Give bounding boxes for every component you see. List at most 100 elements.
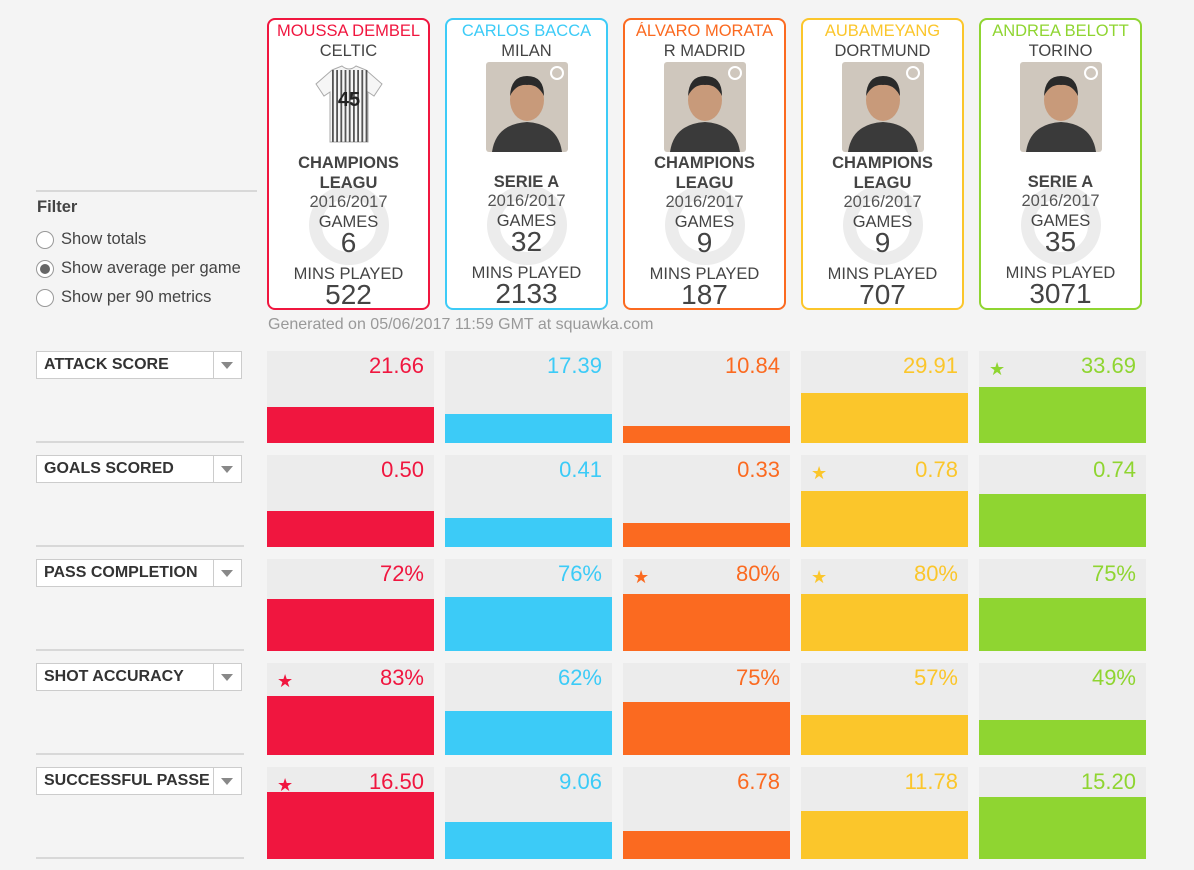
mins-played-value: 2133 bbox=[495, 278, 558, 309]
metric-cell: 75% bbox=[623, 663, 790, 755]
metric-value: 49% bbox=[1091, 665, 1136, 690]
season-label: 2016/2017 bbox=[1021, 192, 1100, 210]
metric-cell: 6.78 bbox=[623, 767, 790, 859]
metric-bar bbox=[979, 720, 1146, 755]
competition-label: SERIE A bbox=[493, 173, 560, 191]
metric-value: 80% bbox=[735, 561, 780, 586]
metric-bar bbox=[801, 811, 968, 859]
metric-cell: 9.06 bbox=[445, 767, 612, 859]
chevron-down-icon[interactable] bbox=[213, 560, 241, 586]
metric-dropdown[interactable]: GOALS SCORED bbox=[36, 455, 242, 483]
metric-dropdown[interactable]: ATTACK SCORE bbox=[36, 351, 242, 379]
chevron-down-icon[interactable] bbox=[213, 768, 241, 794]
player-name: MOUSSA DEMBEL bbox=[276, 22, 421, 40]
chevron-down-icon[interactable] bbox=[213, 456, 241, 482]
metric-cell: 72% bbox=[267, 559, 434, 651]
filter-option[interactable]: Show per 90 metrics bbox=[36, 288, 211, 307]
metric-value: 62% bbox=[557, 665, 602, 690]
metric-value: 0.78 bbox=[915, 457, 958, 482]
chevron-down-icon[interactable] bbox=[213, 664, 241, 690]
games-value: 6 bbox=[340, 227, 357, 258]
games-label: GAMES bbox=[674, 213, 735, 231]
generated-note: Generated on 05/06/2017 11:59 GMT at squ… bbox=[268, 316, 654, 333]
filter-option[interactable]: Show totals bbox=[36, 230, 146, 249]
metric-bar bbox=[979, 598, 1146, 651]
filter-option[interactable]: Show average per game bbox=[36, 259, 241, 278]
metric-bar bbox=[267, 792, 434, 859]
metric-value: 29.91 bbox=[902, 353, 958, 378]
metric-cell: 15.20 bbox=[979, 767, 1146, 859]
filter-title: Filter bbox=[37, 198, 78, 216]
metric-dropdown-label: SUCCESSFUL PASSE bbox=[44, 772, 210, 789]
competition-label: LEAGU bbox=[319, 174, 378, 192]
player-card[interactable]: CARLOS BACCA MILAN SERIE A 2016/2017 GAMES 32… bbox=[445, 18, 608, 310]
mins-played-value: 707 bbox=[859, 279, 906, 310]
player-club: CELTIC bbox=[319, 42, 378, 60]
season-label: 2016/2017 bbox=[665, 193, 744, 211]
metric-value: 6.78 bbox=[737, 769, 780, 794]
metric-bar bbox=[979, 797, 1146, 859]
metric-value: 15.20 bbox=[1080, 769, 1136, 794]
player-card[interactable]: AUBAMEYANG DORTMUND CHAMPIONS LEAGU 2016/201… bbox=[801, 18, 964, 310]
metric-value: 21.66 bbox=[368, 353, 424, 378]
mins-played-label: MINS PLAYED bbox=[1005, 264, 1116, 282]
radio-button[interactable] bbox=[36, 230, 54, 249]
season-label: 2016/2017 bbox=[843, 193, 922, 211]
chevron-down-icon[interactable] bbox=[213, 352, 241, 378]
metric-value: 75% bbox=[1091, 561, 1136, 586]
metric-bar bbox=[801, 491, 968, 547]
metric-dropdown[interactable]: SUCCESSFUL PASSE bbox=[36, 767, 242, 795]
player-name: AUBAMEYANG bbox=[824, 22, 941, 40]
games-label: GAMES bbox=[318, 213, 379, 231]
metric-bar bbox=[445, 822, 612, 859]
games-value: 9 bbox=[696, 227, 713, 258]
metric-cell: 21.66 bbox=[267, 351, 434, 443]
player-card[interactable]: MOUSSA DEMBEL CELTIC 45 CHAMPIONS LEAGU 2016/… bbox=[267, 18, 430, 310]
metric-bar bbox=[979, 494, 1146, 547]
metric-value: 57% bbox=[913, 665, 958, 690]
metric-bar bbox=[445, 414, 612, 443]
player-name: CARLOS BACCA bbox=[461, 22, 592, 40]
competition-label: CHAMPIONS bbox=[298, 154, 399, 172]
mins-played-label: MINS PLAYED bbox=[293, 265, 404, 283]
star-icon: ★ bbox=[277, 671, 294, 691]
metric-cell: 0.78 ★ bbox=[801, 455, 968, 547]
radio-button[interactable] bbox=[36, 288, 54, 307]
metric-value: 33.69 bbox=[1080, 353, 1136, 378]
metric-cell: 29.91 bbox=[801, 351, 968, 443]
player-card[interactable]: ANDREA BELOTT TORINO SERIE A 2016/2017 GAMES… bbox=[979, 18, 1142, 310]
metric-bar bbox=[623, 831, 790, 859]
games-label: GAMES bbox=[496, 212, 557, 230]
player-club: DORTMUND bbox=[834, 42, 931, 60]
metric-bar bbox=[445, 518, 612, 547]
radio-button[interactable] bbox=[36, 259, 54, 278]
metric-dropdown[interactable]: PASS COMPLETION bbox=[36, 559, 242, 587]
metric-cell: 0.33 bbox=[623, 455, 790, 547]
metric-cell: 0.50 bbox=[267, 455, 434, 547]
player-card[interactable]: ÁLVARO MORATA R MADRID CHAMPIONS LEAGU 2016/… bbox=[623, 18, 786, 310]
metric-cell: 33.69 ★ bbox=[979, 351, 1146, 443]
metric-dropdown[interactable]: SHOT ACCURACY bbox=[36, 663, 242, 691]
games-label: GAMES bbox=[1030, 212, 1091, 230]
competition-label: CHAMPIONS bbox=[832, 154, 933, 172]
filter-divider bbox=[36, 190, 257, 192]
metric-bar bbox=[801, 594, 968, 651]
mins-played-label: MINS PLAYED bbox=[471, 264, 582, 282]
row-divider bbox=[36, 441, 244, 443]
row-divider bbox=[36, 753, 244, 755]
player-name: ÁLVARO MORATA bbox=[635, 22, 774, 40]
metric-dropdown-label: PASS COMPLETION bbox=[44, 564, 198, 581]
metric-value: 11.78 bbox=[904, 769, 958, 794]
player-photo bbox=[841, 62, 924, 152]
metric-bar bbox=[979, 387, 1146, 443]
mins-played-label: MINS PLAYED bbox=[827, 265, 938, 283]
competition-label: CHAMPIONS bbox=[654, 154, 755, 172]
mins-played-value: 522 bbox=[325, 279, 372, 310]
mins-played-label: MINS PLAYED bbox=[649, 265, 760, 283]
player-club: TORINO bbox=[1028, 42, 1093, 60]
metric-value: 16.50 bbox=[368, 769, 424, 794]
row-divider bbox=[36, 857, 244, 859]
competition-label: LEAGU bbox=[853, 174, 912, 192]
metric-cell: 16.50 ★ bbox=[267, 767, 434, 859]
metric-bar bbox=[267, 696, 434, 755]
